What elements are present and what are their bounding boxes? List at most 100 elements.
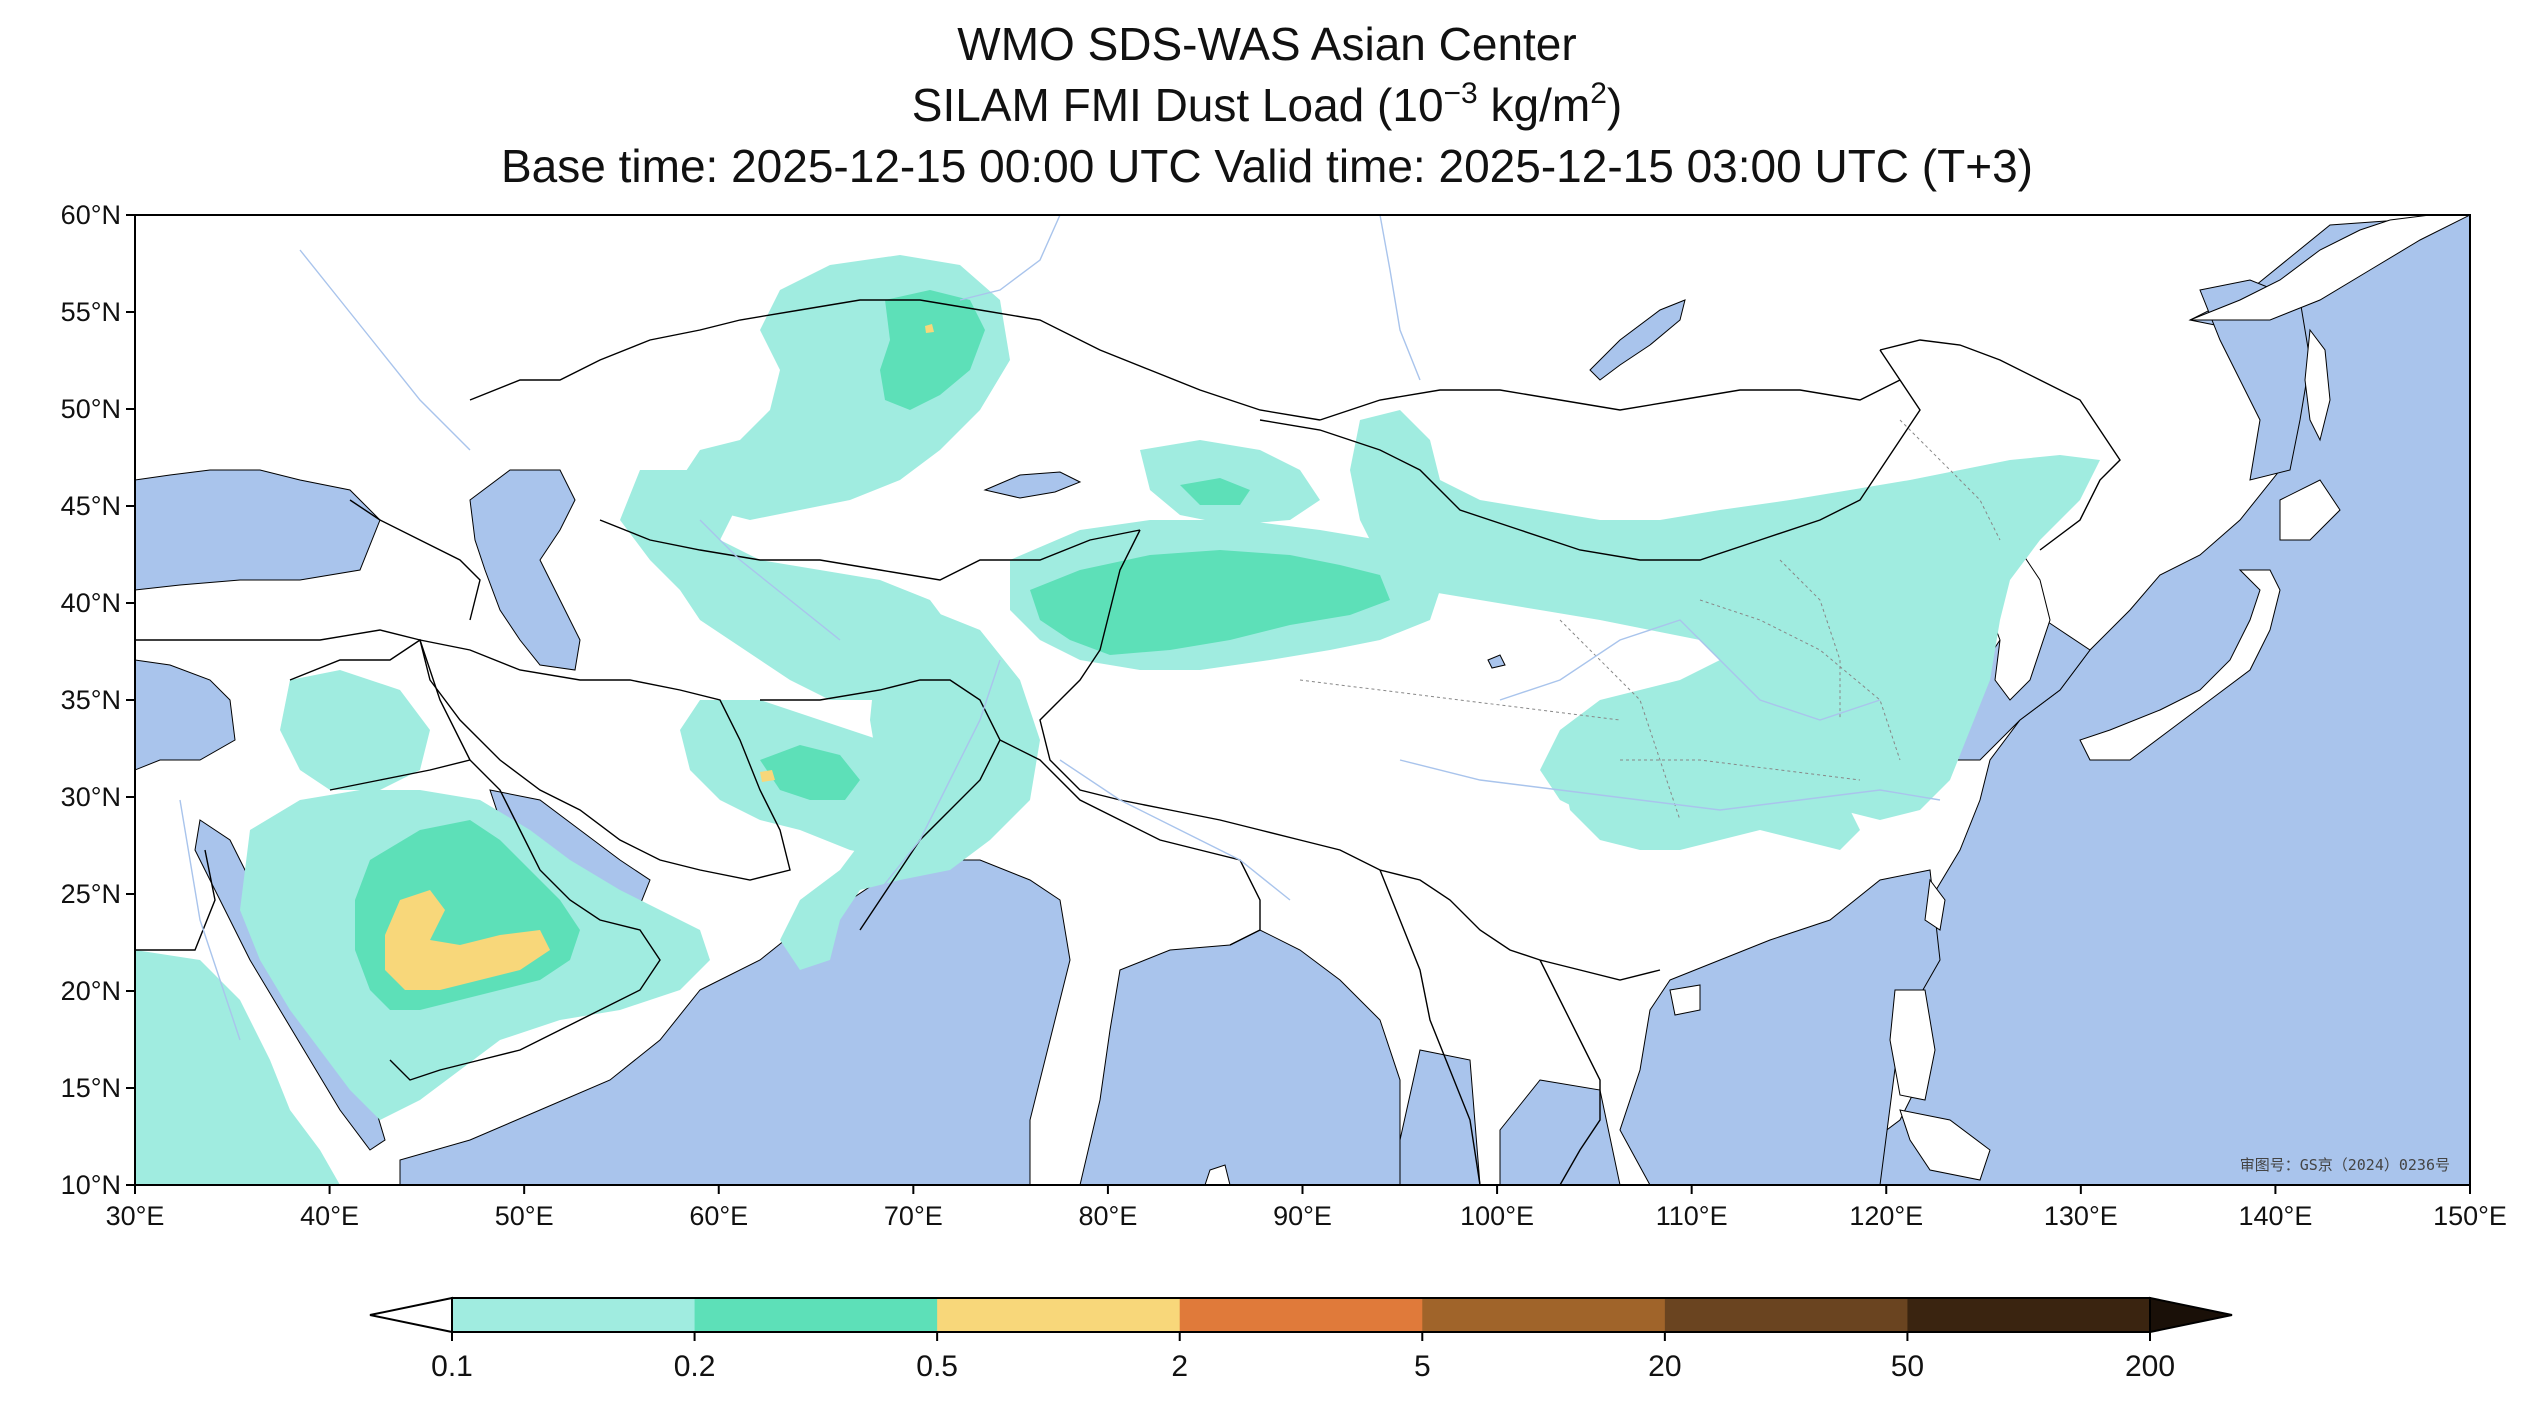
lat-tick-label: 60°N — [61, 200, 121, 230]
caspian-sea — [469, 469, 581, 671]
colorbar-label: 5 — [1414, 1350, 1431, 1383]
colorbar-segment — [694, 1298, 938, 1332]
title-line-3: Base time: 2025-12-15 00:00 UTC Valid ti… — [501, 140, 2033, 192]
colorbar: 0.1 0.2 0.5 2 5 20 50 200 — [369, 1296, 2233, 1383]
lat-tick-label: 30°N — [61, 782, 121, 812]
lon-tick-label: 50°E — [495, 1201, 554, 1231]
lat-tick-label: 25°N — [61, 879, 121, 909]
dust-taklamakan-core — [1030, 550, 1390, 655]
province-line-6 — [1899, 419, 2001, 541]
title-line-2-unit: kg/m — [1477, 79, 1591, 131]
sri-lanka — [1204, 1164, 1231, 1185]
colorbar-label: 20 — [1648, 1350, 1681, 1383]
dust-band-0.5 — [385, 324, 934, 990]
dust-kaz-core — [880, 290, 985, 410]
border-russia-kaz — [469, 299, 1321, 421]
river-nile — [179, 799, 241, 1041]
lon-tick-label: 70°E — [884, 1201, 943, 1231]
lat-tick-label: 50°N — [61, 394, 121, 424]
colorbar-label: 0.2 — [674, 1350, 716, 1383]
lon-tick-label: 100°E — [1460, 1201, 1534, 1231]
province-line-4 — [1620, 759, 1861, 781]
philippines-luzon — [1889, 989, 1936, 1101]
title-line-2: SILAM FMI Dust Load (10−3 kg/m2) — [0, 75, 2534, 136]
lon-tick-label: 90°E — [1273, 1201, 1332, 1231]
river-yenisei — [1379, 215, 1421, 381]
colorbar-under-arrow — [369, 1296, 453, 1334]
dust-central-asia — [620, 470, 960, 700]
japan-honshu — [2079, 569, 2281, 761]
taiwan — [1924, 878, 1946, 931]
qinghai-lake — [1487, 654, 1506, 669]
country-borders — [135, 299, 2121, 1185]
lat-tick-label: 10°N — [61, 1170, 121, 1200]
province-line-3 — [1699, 599, 1901, 761]
lon-tick-label: 150°E — [2433, 1201, 2507, 1231]
colorbar-segment — [1179, 1298, 1423, 1332]
title-block: WMO SDS-WAS Asian Center SILAM FMI Dust … — [0, 14, 2534, 197]
province-borders — [1299, 419, 2001, 821]
watermark: 审图号：GS京（2024）0236号 — [2240, 1156, 2450, 1174]
river-ob — [959, 215, 1061, 301]
lon-tick-label: 110°E — [1656, 1201, 1728, 1231]
longitude-axis: 30°E 40°E 50°E 60°E 70°E 80°E 90°E 100°E 110°E 12… — [106, 1185, 2507, 1231]
lake-baikal — [1589, 299, 1686, 381]
japan-hokkaido — [2279, 479, 2341, 541]
title-unit-exponent: 2 — [1590, 77, 1607, 110]
rivers — [179, 215, 1941, 1041]
lon-tick-label: 130°E — [2044, 1201, 2118, 1231]
mediterranean-sea — [135, 659, 236, 771]
border-myanmar — [1379, 869, 1481, 1185]
lat-tick-label: 35°N — [61, 685, 121, 715]
title-line-1: WMO SDS-WAS Asian Center — [957, 18, 1577, 70]
lon-tick-label: 60°E — [689, 1201, 748, 1231]
dust-afghan-core — [760, 745, 860, 800]
water-bodies — [135, 215, 2470, 1185]
lon-tick-label: 30°E — [106, 1201, 165, 1231]
border-se-asia — [1539, 959, 1601, 1185]
philippines-south — [1899, 1109, 1991, 1181]
lat-tick-label: 20°N — [61, 976, 121, 1006]
province-line-2 — [1559, 619, 1681, 821]
dust-afghan-peak — [760, 770, 775, 782]
lat-tick-label: 55°N — [61, 297, 121, 327]
border-turkey — [135, 629, 421, 641]
colorbar-frame — [451, 1297, 2151, 1333]
river-ganges — [1059, 759, 1291, 901]
colorbar-segments — [452, 1298, 2151, 1332]
dust-kaz-peak — [925, 324, 934, 333]
colorbar-segment — [1664, 1298, 1908, 1332]
colorbar-label: 0.5 — [916, 1350, 958, 1383]
colorbar-over-arrow — [2149, 1296, 2233, 1334]
colorbar-segment — [1907, 1298, 2151, 1332]
border-kaz-south — [599, 519, 1141, 581]
kamchatka-side — [2189, 215, 2470, 321]
title-exponent: −3 — [1443, 77, 1478, 110]
islands — [1204, 215, 2470, 1185]
river-amu — [699, 519, 841, 641]
lat-tick-label: 40°N — [61, 588, 121, 618]
dust-levant — [280, 670, 430, 790]
colorbar-segment — [1422, 1298, 1666, 1332]
map-area: 审图号：GS京（2024）0236号 — [135, 215, 2470, 1185]
lon-tick-label: 120°E — [1849, 1201, 1923, 1231]
lon-tick-label: 80°E — [1078, 1201, 1137, 1231]
colorbar-label: 0.1 — [431, 1350, 473, 1383]
colorbar-label: 200 — [2125, 1350, 2175, 1383]
river-yellow — [1499, 619, 1881, 721]
sakhalin — [2304, 328, 2331, 442]
border-egypt — [135, 849, 216, 951]
border-china-west — [1039, 529, 1661, 981]
border-mongolia-russia — [1319, 379, 1901, 421]
colorbar-segment — [452, 1298, 696, 1332]
dust-arabia-peak — [385, 890, 550, 990]
lat-tick-label: 15°N — [61, 1073, 121, 1103]
colorbar-label: 2 — [1171, 1350, 1188, 1383]
dust-mongolia-china — [1350, 410, 2100, 830]
colorbar-labels: 0.1 0.2 0.5 2 5 20 50 200 — [431, 1332, 2175, 1383]
border-china-ne — [1879, 339, 2121, 551]
lat-tick-label: 45°N — [61, 491, 121, 521]
dust-africa-east — [135, 950, 340, 1185]
river-volga — [299, 249, 471, 451]
